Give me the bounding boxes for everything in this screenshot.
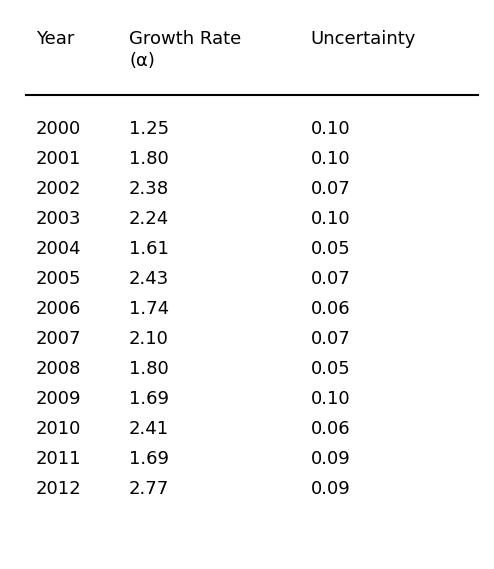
Text: 2009: 2009 — [36, 390, 82, 409]
Text: 1.74: 1.74 — [129, 300, 169, 318]
Text: 0.07: 0.07 — [311, 331, 351, 348]
Text: 2003: 2003 — [36, 211, 82, 228]
Text: 2.38: 2.38 — [129, 180, 169, 199]
Text: 2010: 2010 — [36, 420, 81, 438]
Text: 1.80: 1.80 — [129, 150, 169, 168]
Text: 1.69: 1.69 — [129, 390, 169, 409]
Text: 2.77: 2.77 — [129, 480, 169, 498]
Text: 0.07: 0.07 — [311, 180, 351, 199]
Text: 0.10: 0.10 — [311, 150, 350, 168]
Text: 2.41: 2.41 — [129, 420, 169, 438]
Text: 0.07: 0.07 — [311, 270, 351, 288]
Text: 2001: 2001 — [36, 150, 81, 168]
Text: 0.05: 0.05 — [311, 240, 351, 258]
Text: 0.05: 0.05 — [311, 360, 351, 378]
Text: 0.10: 0.10 — [311, 211, 350, 228]
Text: 0.10: 0.10 — [311, 120, 350, 138]
Text: 0.06: 0.06 — [311, 300, 350, 318]
Text: 1.25: 1.25 — [129, 120, 169, 138]
Text: 2.24: 2.24 — [129, 211, 169, 228]
Text: 2007: 2007 — [36, 331, 82, 348]
Text: 2000: 2000 — [36, 120, 81, 138]
Text: 0.09: 0.09 — [311, 480, 351, 498]
Text: Uncertainty: Uncertainty — [311, 30, 416, 48]
Text: 2008: 2008 — [36, 360, 81, 378]
Text: 1.61: 1.61 — [129, 240, 169, 258]
Text: 2.43: 2.43 — [129, 270, 169, 288]
Text: 2006: 2006 — [36, 300, 81, 318]
Text: 0.06: 0.06 — [311, 420, 350, 438]
Text: 1.69: 1.69 — [129, 451, 169, 468]
Text: 0.09: 0.09 — [311, 451, 351, 468]
Text: 2011: 2011 — [36, 451, 82, 468]
Text: 2005: 2005 — [36, 270, 82, 288]
Text: 2004: 2004 — [36, 240, 82, 258]
Text: Growth Rate
(α): Growth Rate (α) — [129, 30, 242, 70]
Text: 0.10: 0.10 — [311, 390, 350, 409]
Text: 1.80: 1.80 — [129, 360, 169, 378]
Text: Year: Year — [36, 30, 74, 48]
Text: 2.10: 2.10 — [129, 331, 169, 348]
Text: 2012: 2012 — [36, 480, 82, 498]
Text: 2002: 2002 — [36, 180, 82, 199]
